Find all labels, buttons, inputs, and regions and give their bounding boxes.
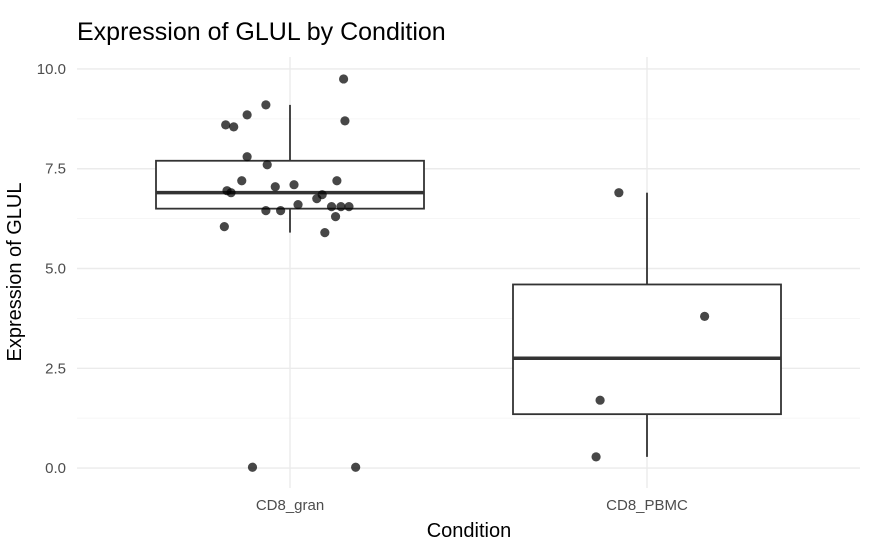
data-point bbox=[312, 194, 322, 204]
data-point bbox=[330, 212, 341, 222]
data-point bbox=[293, 200, 303, 210]
data-point bbox=[276, 206, 286, 216]
chart-title: Expression of GLUL by Condition bbox=[77, 18, 446, 46]
y-tick-label: 2.5 bbox=[45, 360, 66, 377]
data-point bbox=[221, 120, 231, 130]
data-point bbox=[320, 227, 330, 238]
data-point bbox=[340, 116, 350, 126]
data-point bbox=[700, 311, 710, 321]
data-point bbox=[242, 110, 252, 120]
x-axis-title: Condition bbox=[427, 520, 512, 542]
data-point bbox=[326, 202, 337, 212]
data-point bbox=[261, 100, 271, 110]
box-CD8_PBMC bbox=[512, 192, 782, 457]
y-tick-label: 7.5 bbox=[45, 161, 66, 178]
data-point bbox=[289, 180, 299, 190]
data-points bbox=[219, 74, 710, 472]
data-point bbox=[336, 202, 346, 212]
data-point bbox=[332, 176, 342, 186]
y-tick-label: 0.0 bbox=[45, 460, 66, 477]
box-CD8_gran bbox=[155, 104, 425, 233]
data-point bbox=[262, 160, 272, 170]
data-point bbox=[344, 202, 354, 212]
x-tick-label: CD8_gran bbox=[256, 497, 324, 514]
data-point bbox=[351, 462, 361, 472]
data-point bbox=[614, 188, 624, 198]
data-point bbox=[219, 222, 229, 232]
data-point bbox=[237, 176, 247, 186]
y-tick-label: 10.0 bbox=[37, 61, 66, 78]
data-point bbox=[242, 152, 252, 162]
tick-labels: 0.0 2.5 5.0 7.5 10.0 CD8_gran CD8_PBMC bbox=[37, 61, 688, 514]
data-point bbox=[226, 188, 236, 198]
boxes bbox=[155, 104, 782, 457]
data-point bbox=[595, 395, 605, 405]
data-point bbox=[247, 462, 258, 472]
data-point bbox=[261, 206, 271, 216]
grid-lines bbox=[77, 57, 860, 488]
x-tick-label: CD8_PBMC bbox=[606, 497, 688, 514]
iqr-box bbox=[512, 283, 782, 416]
data-point bbox=[591, 452, 601, 462]
data-point bbox=[270, 182, 280, 192]
data-point bbox=[229, 122, 239, 132]
y-axis-title: Expression of GLUL bbox=[4, 183, 26, 362]
data-point bbox=[339, 74, 349, 84]
y-tick-label: 5.0 bbox=[45, 261, 66, 278]
